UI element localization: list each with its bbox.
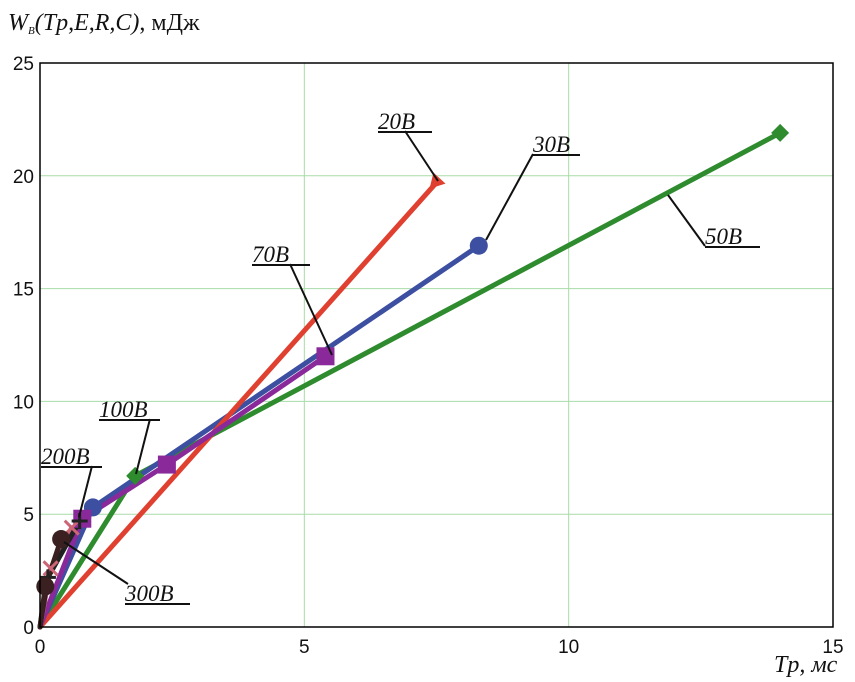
x-tick-label: 15 [822,637,843,658]
x-tick-label: 5 [299,637,310,658]
x-axis-label: Tp, мс [774,652,838,678]
callout-label-20B: 20B [378,109,415,134]
callout-leader-70B [289,263,333,356]
marker-layer [36,123,790,596]
callout-leader-50B [667,194,706,247]
y-axis-unit: , мДж [139,10,200,36]
series-layer [37,130,783,630]
callout-leader-20B [404,130,439,182]
data-point-100B [42,560,59,577]
x-tick-label: 0 [35,637,46,658]
y-axis-label: WB(Tp,E,R,C), мДж [8,10,200,37]
callout-label-100B: 100B [99,397,148,422]
tick-layer: 0 5 10 15 0 5 10 15 20 25 [13,54,844,658]
y-axis-symbol: W [8,10,28,36]
callout-label-50B: 50B [705,224,742,249]
y-axis-args: (Tp,E,R,C) [34,10,140,36]
series-line-70B [37,353,328,630]
series-line-50B [37,130,783,630]
data-point-70B [157,455,176,474]
callout-label-70B: 70B [252,242,289,267]
data-point-70B [316,347,335,366]
callout-leader-100B [135,418,151,475]
y-tick-label: 25 [13,54,34,75]
y-tick-label: 10 [13,392,34,413]
y-axis-subscript: B [28,25,35,37]
y-tick-label: 5 [23,505,34,526]
callout-label-200B: 200B [41,444,90,469]
callout-leader-300B [63,541,129,585]
grid-lines [40,63,833,627]
data-point-300B [36,577,55,596]
callout-leader-200B [78,465,93,518]
callout-layer: 20B 30B 50B 70B 100B 200B 300B [41,109,760,606]
series-line-20B [37,180,439,630]
callout-label-300B: 300B [124,581,174,606]
plot-frame [39,62,834,628]
callout-leader-30B [485,153,534,241]
data-point-30B [469,236,488,255]
data-point-50B [771,123,790,142]
y-tick-label: 15 [13,280,34,301]
y-tick-label: 0 [23,618,34,639]
y-tick-label: 20 [13,167,34,188]
data-point-50B [126,466,145,485]
callout-label-30B: 30B [532,132,570,157]
x-tick-label: 10 [558,637,579,658]
